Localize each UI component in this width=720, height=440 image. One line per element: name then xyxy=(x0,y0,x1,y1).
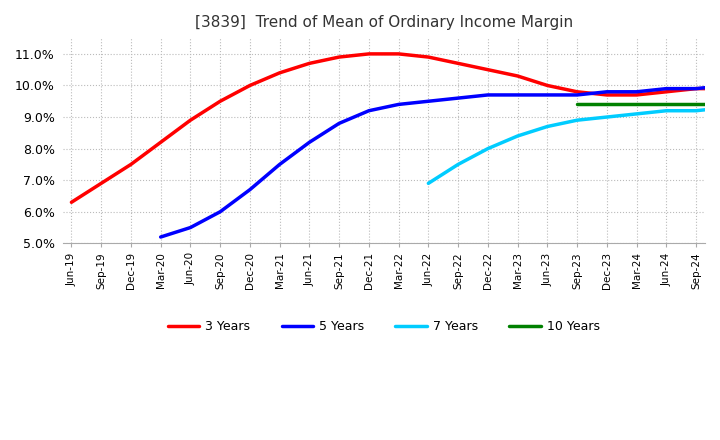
3 Years xyxy=(275,70,284,76)
7 Years xyxy=(632,111,641,117)
10 Years xyxy=(662,102,670,107)
3 Years xyxy=(662,89,670,95)
3 Years xyxy=(573,89,582,95)
5 Years xyxy=(246,187,254,192)
5 Years xyxy=(395,102,403,107)
5 Years xyxy=(662,86,670,91)
7 Years xyxy=(662,108,670,114)
7 Years xyxy=(454,162,462,167)
Line: 7 Years: 7 Years xyxy=(428,104,720,183)
3 Years xyxy=(543,83,552,88)
Title: [3839]  Trend of Mean of Ordinary Income Margin: [3839] Trend of Mean of Ordinary Income … xyxy=(194,15,573,30)
Line: 5 Years: 5 Years xyxy=(161,85,720,237)
5 Years xyxy=(335,121,343,126)
5 Years xyxy=(573,92,582,98)
3 Years xyxy=(156,139,165,145)
3 Years xyxy=(305,61,314,66)
3 Years xyxy=(395,51,403,56)
5 Years xyxy=(603,89,611,95)
5 Years xyxy=(156,235,165,240)
3 Years xyxy=(484,67,492,72)
5 Years xyxy=(364,108,373,114)
5 Years xyxy=(632,89,641,95)
7 Years xyxy=(513,133,522,139)
3 Years xyxy=(692,86,701,91)
5 Years xyxy=(454,95,462,101)
3 Years xyxy=(127,162,135,167)
7 Years xyxy=(603,114,611,120)
5 Years xyxy=(305,139,314,145)
5 Years xyxy=(275,162,284,167)
5 Years xyxy=(543,92,552,98)
7 Years xyxy=(484,146,492,151)
Legend: 3 Years, 5 Years, 7 Years, 10 Years: 3 Years, 5 Years, 7 Years, 10 Years xyxy=(163,315,605,338)
5 Years xyxy=(216,209,225,214)
7 Years xyxy=(692,108,701,114)
10 Years xyxy=(573,102,582,107)
5 Years xyxy=(513,92,522,98)
3 Years xyxy=(67,200,76,205)
5 Years xyxy=(692,86,701,91)
3 Years xyxy=(335,55,343,60)
3 Years xyxy=(424,55,433,60)
3 Years xyxy=(364,51,373,56)
3 Years xyxy=(216,99,225,104)
10 Years xyxy=(692,102,701,107)
5 Years xyxy=(484,92,492,98)
7 Years xyxy=(573,117,582,123)
10 Years xyxy=(603,102,611,107)
3 Years xyxy=(246,83,254,88)
3 Years xyxy=(603,92,611,98)
3 Years xyxy=(632,92,641,98)
10 Years xyxy=(632,102,641,107)
5 Years xyxy=(186,225,194,230)
3 Years xyxy=(513,73,522,79)
7 Years xyxy=(424,181,433,186)
Line: 3 Years: 3 Years xyxy=(71,54,720,202)
3 Years xyxy=(97,181,106,186)
3 Years xyxy=(454,61,462,66)
7 Years xyxy=(543,124,552,129)
3 Years xyxy=(186,117,194,123)
5 Years xyxy=(424,99,433,104)
